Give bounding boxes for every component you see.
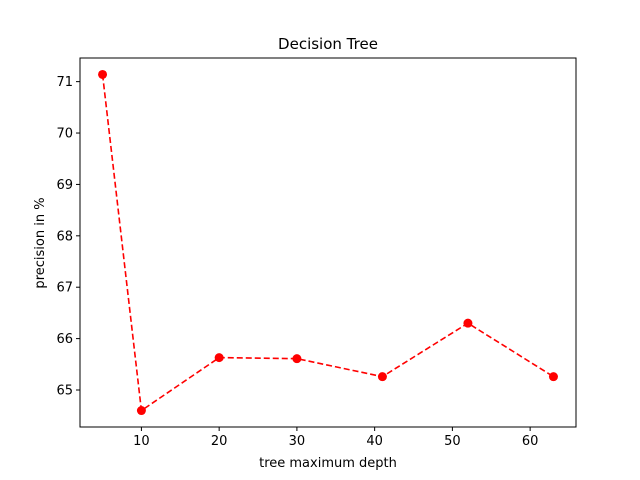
data-point: [136, 406, 146, 416]
x-axis-label: tree maximum depth: [259, 456, 397, 471]
y-tick-label: 70: [56, 127, 73, 142]
chart-title: Decision Tree: [278, 35, 378, 53]
data-point: [98, 69, 108, 79]
data-point: [292, 354, 302, 364]
y-tick-label: 65: [56, 383, 73, 398]
y-tick-label: 68: [56, 229, 73, 244]
y-tick-label: 69: [56, 178, 73, 193]
x-tick-label: 10: [133, 434, 150, 449]
x-tick-label: 40: [366, 434, 383, 449]
y-tick-label: 67: [56, 281, 73, 296]
data-point: [214, 353, 224, 363]
x-tick-label: 20: [211, 434, 228, 449]
x-tick-label: 50: [444, 434, 461, 449]
x-tick-label: 30: [289, 434, 306, 449]
y-axis-label: precision in %: [33, 197, 48, 288]
data-point: [548, 372, 558, 382]
x-tick-label: 60: [522, 434, 539, 449]
data-point: [377, 372, 387, 382]
y-tick-label: 71: [56, 75, 73, 90]
y-tick-label: 66: [56, 332, 73, 347]
plot-area: 10 20 30 40 50 60 65 66 67 68 69 70 71: [56, 57, 577, 449]
data-point: [463, 318, 473, 328]
plot-frame: [79, 57, 577, 428]
series-line: [101, 74, 554, 412]
